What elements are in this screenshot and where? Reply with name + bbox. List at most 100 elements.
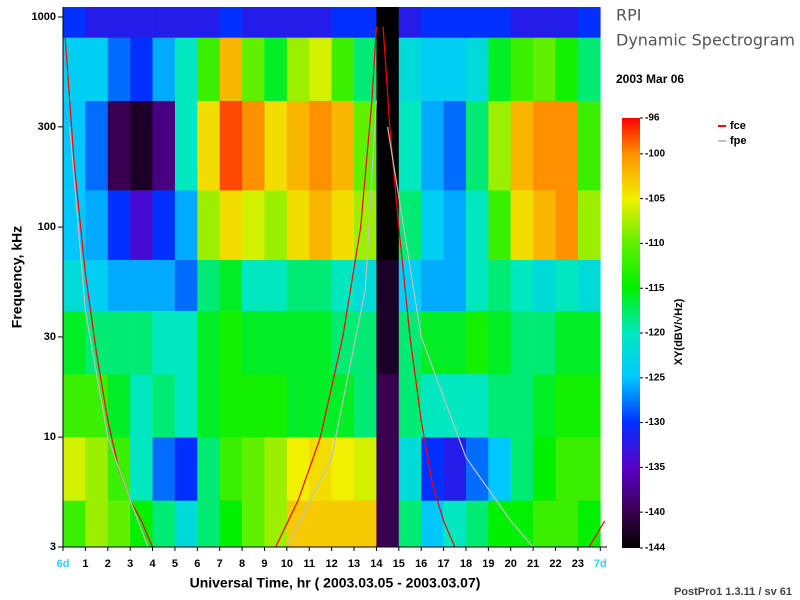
heatmap-cell: [533, 7, 556, 38]
heatmap-cell: [242, 190, 265, 260]
heatmap-cell: [376, 7, 400, 38]
heatmap-cell: [107, 190, 131, 260]
heatmap-cell: [309, 259, 332, 311]
heatmap-cell: [533, 100, 556, 191]
date-label: 2003 Mar 06: [616, 72, 684, 86]
legend-label: fpe: [730, 135, 747, 147]
chart-title: RPI: [616, 6, 641, 25]
heatmap-cell: [152, 437, 176, 501]
y-tick-label: 300: [38, 121, 56, 133]
heatmap-cell: [555, 100, 579, 191]
chart-subtitle: Dynamic Spectrogram: [616, 31, 795, 50]
heatmap-cell: [354, 500, 377, 548]
heatmap-cell: [510, 500, 534, 548]
heatmap-cell: [577, 500, 601, 548]
y-tick-label: 3: [50, 541, 56, 553]
heatmap-cell: [398, 500, 422, 548]
heatmap-cell: [130, 190, 153, 260]
heatmap-cell: [219, 373, 243, 438]
heatmap-cell: [398, 259, 422, 311]
colorbar-tick-label: -100: [645, 148, 665, 159]
colorbar-tick-label: -130: [645, 417, 665, 428]
heatmap-cell: [577, 37, 601, 101]
x-tick-label: 13: [348, 558, 360, 570]
heatmap-cell: [174, 500, 198, 548]
heatmap-cell: [264, 259, 288, 311]
heatmap-cell: [555, 37, 579, 101]
colorbar-tick-label: -140: [645, 507, 665, 518]
heatmap-cell: [242, 500, 265, 548]
heatmap-cell: [197, 190, 221, 260]
heatmap-cell: [331, 190, 355, 260]
heatmap-cell: [443, 190, 467, 260]
colorbar: [622, 118, 640, 548]
heatmap-cell: [533, 190, 556, 260]
heatmap-cell: [286, 7, 310, 38]
x-tick-label: 12: [326, 558, 338, 570]
heatmap-cell: [197, 259, 221, 311]
heatmap-cell: [219, 310, 243, 375]
heatmap-cell: [242, 37, 265, 101]
heatmap-cell: [577, 437, 601, 501]
heatmap-cell: [174, 310, 198, 375]
heatmap-cell: [354, 310, 377, 375]
heatmap-cell: [331, 37, 355, 101]
heatmap-cell: [219, 190, 243, 260]
heatmap-cell: [197, 373, 221, 438]
heatmap-cell: [152, 100, 176, 191]
heatmap-cell: [152, 259, 176, 311]
heatmap-cell: [286, 373, 310, 438]
heatmap-cell: [174, 190, 198, 260]
heatmap-cell: [443, 437, 467, 501]
heatmap-cell: [286, 259, 310, 311]
heatmap-cell: [533, 259, 556, 311]
colorbar-tick-label: -135: [645, 462, 665, 473]
heatmap-cell: [85, 100, 109, 191]
heatmap-cell: [264, 190, 288, 260]
heatmap-cell: [242, 310, 265, 375]
heatmap-cell: [376, 373, 400, 438]
heatmap-cell: [465, 100, 489, 191]
heatmap-cell: [219, 100, 243, 191]
heatmap-cell: [398, 7, 422, 38]
heatmap-cell: [63, 190, 86, 260]
x-tick-label: 11: [303, 558, 315, 570]
heatmap-cell: [85, 7, 109, 38]
heatmap-cell: [242, 7, 265, 38]
heatmap-cell: [331, 310, 355, 375]
heatmap-cell: [309, 310, 332, 375]
heatmap-cell: [219, 37, 243, 101]
heatmap-cell: [465, 500, 489, 548]
heatmap-cell: [107, 310, 131, 375]
heatmap-cell: [443, 100, 467, 191]
heatmap-cell: [197, 37, 221, 101]
heatmap-cell: [309, 500, 332, 548]
heatmap-cell: [85, 37, 109, 101]
heatmap-cell: [354, 37, 377, 101]
heatmap-cell: [152, 7, 176, 38]
heatmap-cell: [421, 37, 444, 101]
heatmap-cell: [85, 500, 109, 548]
x-tick-label: 14: [370, 558, 383, 570]
x-tick-label: 16: [415, 558, 427, 570]
heatmap-cell: [421, 190, 444, 260]
x-tick-label: 4: [149, 558, 156, 570]
heatmap-cell: [510, 7, 534, 38]
colorbar-label: XY(dBV/√Hz): [673, 298, 685, 365]
heatmap-cell: [197, 437, 221, 501]
y-tick-label: 100: [38, 221, 56, 233]
x-tick-label: 1: [82, 558, 88, 570]
heatmap-cell: [286, 100, 310, 191]
heatmap-cell: [465, 259, 489, 311]
colorbar-tick-label: -125: [645, 372, 665, 383]
heatmap-cell: [488, 259, 512, 311]
heatmap-cell: [63, 100, 86, 191]
heatmap-cell: [376, 37, 400, 101]
heatmap-cell: [376, 190, 400, 260]
heatmap-cell: [577, 190, 601, 260]
heatmap-cell: [354, 190, 377, 260]
heatmap-cell: [331, 373, 355, 438]
heatmap-cell: [85, 190, 109, 260]
heatmap-cell: [510, 310, 534, 375]
heatmap-cell: [398, 190, 422, 260]
